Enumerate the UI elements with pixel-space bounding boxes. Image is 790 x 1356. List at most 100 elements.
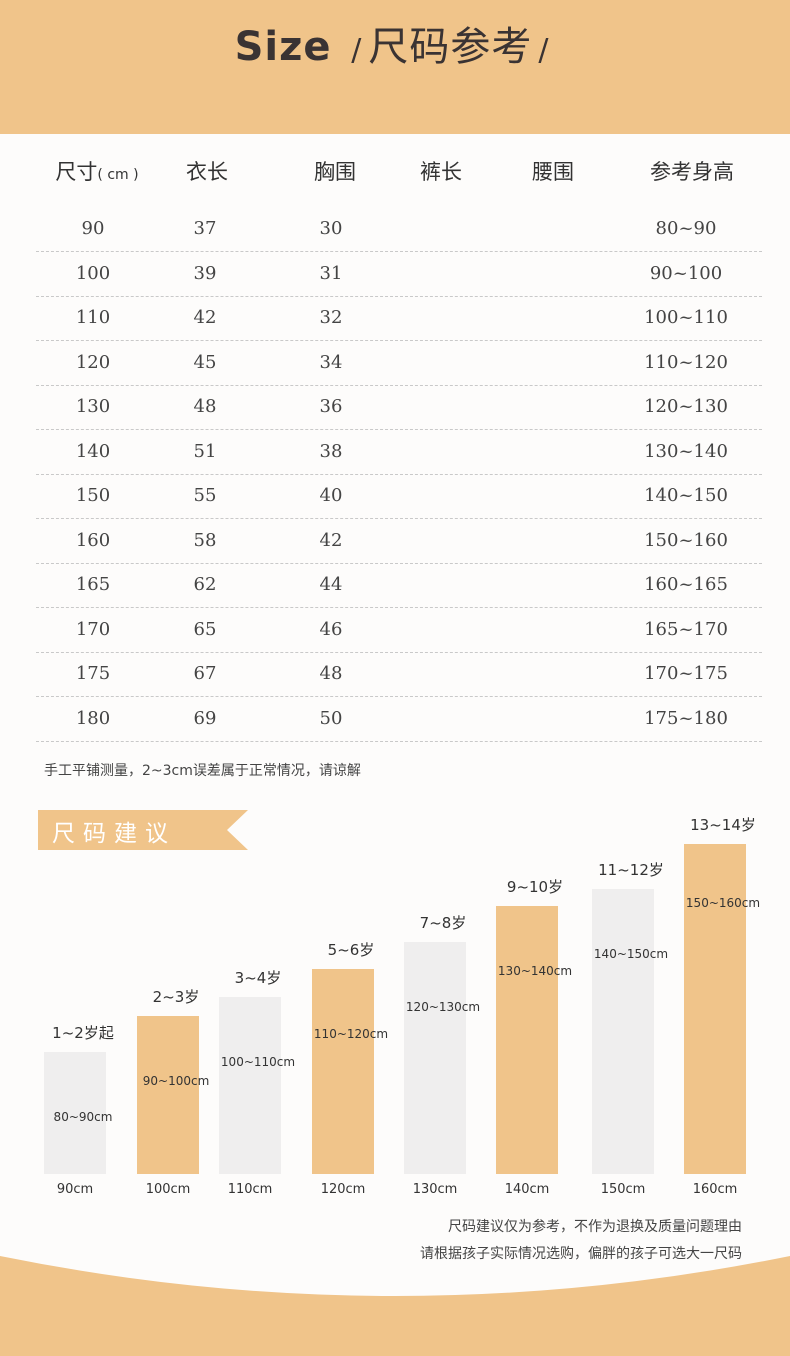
size-label: 160cm: [692, 1182, 738, 1197]
cell-size: 165: [75, 574, 111, 595]
cell-length: 51: [193, 440, 217, 462]
cell-chest: 42: [319, 529, 343, 551]
height-range-label: 130~140cm: [497, 964, 573, 978]
table-row: 140 51 38 130~140: [0, 431, 790, 475]
row-divider: [36, 562, 762, 564]
table-row: 120 45 34 110~120: [0, 342, 790, 386]
title-slash: /: [538, 33, 550, 68]
cell-size: 170: [75, 618, 111, 640]
cell-length: 45: [193, 351, 217, 373]
row-divider: [36, 340, 762, 341]
cell-height: 110~120: [644, 351, 728, 373]
cell-height: 175~180: [644, 707, 728, 729]
cell-size: 140: [75, 440, 111, 462]
col-header-waist: 腰围: [532, 160, 574, 184]
cell-height: 120~130: [644, 396, 728, 417]
table-row: 100 39 31 90~100: [0, 253, 790, 297]
age-label: 11~12岁: [598, 861, 664, 879]
cell-size: 175: [75, 663, 111, 684]
title-en: Size: [234, 24, 332, 70]
cell-length: 55: [193, 485, 217, 506]
col-header-length: 衣长: [186, 160, 228, 184]
col-header-size: 尺寸( cm ): [55, 160, 139, 184]
title-slash: /: [351, 33, 363, 68]
table-row: 165 62 44 160~165: [0, 564, 790, 608]
size-bar: [312, 969, 374, 1174]
row-divider: [36, 696, 762, 697]
size-bar: [496, 906, 558, 1174]
size-label: 110cm: [227, 1182, 273, 1197]
table-row: 90 37 30 80~90: [0, 208, 790, 252]
cell-chest: 31: [319, 262, 343, 284]
table-row: 150 55 40 140~150: [0, 475, 790, 519]
cell-height: 140~150: [644, 485, 728, 506]
cell-height: 170~175: [644, 663, 728, 684]
cell-chest: 40: [319, 485, 343, 506]
age-label: 1~2岁起: [52, 1024, 114, 1042]
table-row: 110 42 32 100~110: [0, 297, 790, 341]
cell-height: 90~100: [649, 262, 723, 284]
height-range-label: 120~130cm: [405, 1000, 481, 1014]
cell-size: 110: [75, 307, 111, 328]
height-range-label: 140~150cm: [593, 947, 669, 961]
cell-chest: 46: [319, 618, 343, 640]
age-label: 13~14岁: [690, 816, 756, 834]
disclaimer-line-1: 尺码建议仅为参考，不作为退换及质量问题理由: [448, 1219, 742, 1235]
height-range-label: 90~100cm: [142, 1074, 210, 1088]
cell-length: 39: [193, 262, 217, 284]
height-range-label: 80~90cm: [53, 1110, 113, 1124]
cell-size: 90: [81, 218, 105, 239]
table-row: 175 67 48 170~175: [0, 653, 790, 697]
table-row: 180 69 50 175~180: [0, 698, 790, 742]
cell-length: 67: [193, 663, 217, 684]
cell-size: 120: [75, 351, 111, 373]
cell-chest: 38: [319, 440, 343, 462]
age-label: 5~6岁: [327, 941, 375, 959]
cell-size: 130: [75, 396, 111, 417]
cell-chest: 34: [319, 351, 343, 373]
size-bar: [219, 997, 281, 1174]
cell-height: 80~90: [655, 218, 717, 239]
cell-chest: 50: [319, 707, 343, 729]
footer-wave: [0, 1256, 790, 1356]
disclaimer-line-2: 请根据孩子实际情况选购，偏胖的孩子可选大一尺码: [420, 1246, 742, 1262]
size-label: 150cm: [600, 1182, 646, 1197]
size-bar: [592, 889, 654, 1174]
cell-length: 65: [193, 618, 217, 640]
height-range-label: 150~160cm: [685, 896, 761, 910]
size-bar: [684, 844, 746, 1174]
row-divider: [36, 473, 762, 475]
height-range-label: 100~110cm: [220, 1055, 296, 1069]
age-label: 7~8岁: [419, 914, 467, 932]
size-label: 120cm: [320, 1182, 366, 1197]
row-divider: [36, 607, 762, 608]
title-zh: 尺码参考: [368, 24, 533, 70]
col-header-chest: 胸围: [314, 160, 356, 184]
cell-height: 150~160: [644, 529, 728, 551]
cell-chest: 36: [319, 396, 343, 417]
height-range-label: 110~120cm: [313, 1027, 389, 1041]
col-header-unit: ( cm ): [97, 167, 139, 183]
cell-height: 160~165: [644, 574, 728, 595]
cell-length: 58: [193, 529, 217, 551]
cell-chest: 48: [319, 663, 343, 684]
size-label: 130cm: [412, 1182, 458, 1197]
cell-height: 100~110: [644, 307, 728, 328]
cell-size: 150: [75, 485, 111, 506]
size-label: 90cm: [56, 1182, 94, 1197]
row-divider: [36, 429, 762, 430]
cell-length: 69: [193, 707, 217, 729]
row-divider: [36, 384, 762, 386]
size-bar: [404, 942, 466, 1174]
size-bar: [44, 1052, 106, 1174]
cell-chest: 32: [319, 307, 343, 328]
cell-size: 180: [75, 707, 111, 729]
age-label: 3~4岁: [234, 969, 282, 987]
cell-height: 130~140: [644, 440, 728, 462]
row-divider: [36, 295, 762, 297]
col-header-pants-length: 裤长: [420, 160, 462, 184]
suggestion-title: 尺码建议: [52, 821, 176, 847]
cell-height: 165~170: [644, 618, 728, 640]
row-divider: [36, 251, 762, 252]
age-label: 2~3岁: [152, 988, 200, 1006]
